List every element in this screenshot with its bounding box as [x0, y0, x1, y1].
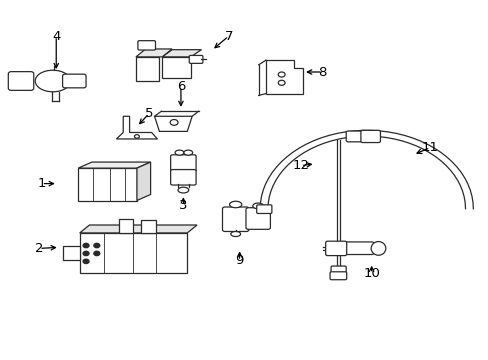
- FancyBboxPatch shape: [340, 242, 373, 255]
- PathPatch shape: [80, 225, 197, 233]
- Text: 11: 11: [421, 141, 438, 154]
- Ellipse shape: [370, 242, 385, 255]
- FancyBboxPatch shape: [62, 74, 86, 88]
- Bar: [62, 246, 80, 260]
- Text: 4: 4: [52, 30, 61, 42]
- Ellipse shape: [183, 150, 192, 155]
- FancyBboxPatch shape: [256, 205, 271, 213]
- PathPatch shape: [137, 162, 150, 201]
- Bar: [119, 219, 133, 233]
- Circle shape: [94, 243, 100, 248]
- FancyBboxPatch shape: [329, 272, 346, 280]
- PathPatch shape: [136, 49, 172, 57]
- Text: 3: 3: [179, 199, 187, 212]
- Text: 8: 8: [318, 66, 326, 78]
- Text: 5: 5: [144, 107, 153, 120]
- Ellipse shape: [178, 187, 188, 193]
- Circle shape: [83, 259, 89, 264]
- FancyBboxPatch shape: [189, 55, 203, 63]
- Text: 7: 7: [224, 30, 233, 42]
- Circle shape: [83, 251, 89, 256]
- PathPatch shape: [162, 50, 201, 57]
- Bar: [78, 168, 137, 201]
- PathPatch shape: [265, 60, 302, 94]
- Ellipse shape: [252, 203, 263, 209]
- FancyBboxPatch shape: [170, 155, 196, 171]
- Ellipse shape: [230, 231, 240, 237]
- FancyBboxPatch shape: [136, 57, 159, 81]
- FancyBboxPatch shape: [162, 57, 190, 78]
- Text: 9: 9: [235, 255, 244, 267]
- FancyBboxPatch shape: [138, 41, 155, 50]
- Text: 1: 1: [37, 177, 46, 190]
- Text: 2: 2: [35, 242, 43, 255]
- Circle shape: [94, 251, 100, 256]
- FancyBboxPatch shape: [346, 131, 363, 142]
- Text: 12: 12: [292, 159, 308, 172]
- FancyBboxPatch shape: [325, 241, 346, 256]
- PathPatch shape: [78, 162, 150, 168]
- FancyBboxPatch shape: [330, 266, 346, 275]
- PathPatch shape: [154, 116, 192, 131]
- Circle shape: [83, 243, 89, 248]
- Ellipse shape: [175, 150, 183, 155]
- FancyBboxPatch shape: [222, 207, 248, 231]
- FancyBboxPatch shape: [360, 130, 380, 143]
- Text: 6: 6: [176, 80, 185, 93]
- PathPatch shape: [116, 116, 157, 139]
- FancyBboxPatch shape: [170, 170, 196, 185]
- Ellipse shape: [35, 70, 70, 92]
- Text: 10: 10: [363, 267, 379, 280]
- Bar: [80, 233, 187, 273]
- Bar: [141, 220, 155, 233]
- FancyBboxPatch shape: [8, 72, 34, 90]
- Ellipse shape: [229, 201, 241, 208]
- FancyBboxPatch shape: [245, 208, 270, 229]
